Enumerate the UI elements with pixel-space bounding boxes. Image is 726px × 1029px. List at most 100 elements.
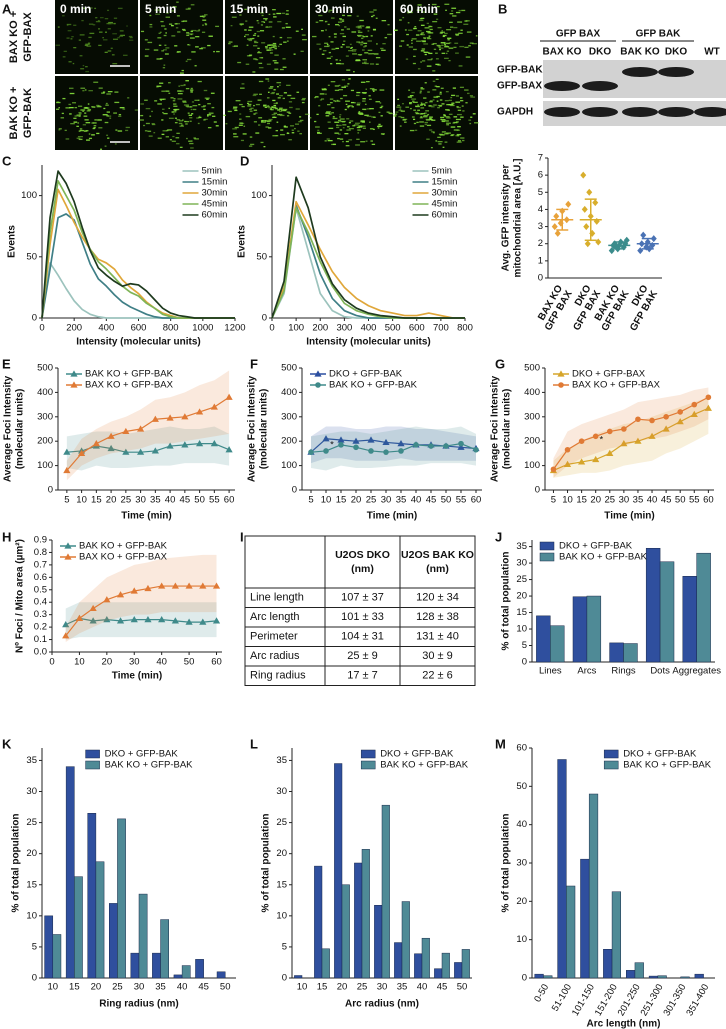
mito-signal: [245, 20, 248, 22]
x-tick-label: 35: [396, 495, 407, 506]
y-tick-label: 5: [32, 941, 37, 952]
error-band: [311, 426, 476, 471]
mito-signal: [393, 115, 397, 117]
x-tick-label: 35: [397, 982, 408, 993]
legend-label: DKO + GFP-BAK: [623, 749, 697, 760]
mito-signal: [288, 101, 293, 103]
mito-signal: [129, 36, 133, 39]
mito-signal: [445, 52, 448, 55]
bar: [461, 949, 470, 979]
mito-signal: [144, 39, 148, 41]
mito-signal: [161, 90, 165, 92]
y-tick-label: 50: [516, 781, 527, 792]
x-tick-label: 40: [165, 495, 176, 506]
mito-signal: [201, 15, 206, 17]
y-axis-label: Events: [7, 225, 18, 258]
bar: [441, 952, 450, 979]
mito-signal: [171, 140, 176, 142]
data-point: [78, 449, 86, 456]
bar: [117, 818, 126, 979]
mito-signal: [326, 43, 329, 46]
mito-signal: [444, 57, 449, 60]
mito-signal: [108, 23, 112, 25]
mito-signal: [285, 22, 288, 25]
mito-signal: [382, 43, 386, 45]
mito-signal: [282, 108, 288, 111]
mito-signal: [441, 52, 446, 54]
y-tick-label: 400: [524, 387, 540, 398]
mito-signal: [444, 141, 448, 143]
x-tick-label: 30: [619, 495, 630, 506]
mito-signal: [171, 25, 174, 27]
y-tick-label: 400: [281, 387, 297, 398]
data-point: [457, 443, 465, 450]
row-label: BAX KO +: [8, 11, 20, 63]
x-tick-label: Dots: [650, 666, 670, 677]
mito-signal: [98, 44, 102, 47]
mito-signal: [334, 85, 340, 87]
data-point: [578, 458, 586, 465]
bar: [130, 952, 140, 979]
bar: [634, 962, 644, 979]
mito-signal: [452, 15, 457, 17]
mito-signal: [365, 35, 369, 38]
mito-signal: [281, 12, 286, 15]
mito-signal: [157, 137, 162, 139]
data-point: [166, 442, 174, 449]
bar: [334, 763, 343, 979]
mito-signal: [258, 80, 264, 83]
y-axis-label: Average Foci Intensity: [247, 375, 258, 482]
mito-signal: [444, 99, 449, 102]
mito-signal: [309, 117, 312, 119]
mito-signal: [200, 47, 206, 49]
mito-signal: [103, 39, 108, 41]
bar: [95, 861, 105, 979]
micrograph: [310, 76, 393, 150]
mito-signal: [98, 127, 103, 129]
panel-label: C: [2, 153, 12, 168]
mito-signal: [72, 62, 75, 65]
mito-signal: [379, 106, 383, 109]
y-tick-label: 25: [516, 574, 527, 585]
mito-signal: [358, 42, 364, 44]
mito-signal: [423, 114, 429, 117]
mito-signal: [330, 63, 333, 65]
mito-signal: [322, 50, 327, 52]
y-tick-label: 0: [32, 973, 37, 984]
y-tick-label: 5: [282, 941, 287, 952]
mito-signal: [262, 119, 267, 122]
mito-signal: [357, 35, 361, 37]
mito-signal: [82, 110, 85, 112]
row-label: GFP-BAX: [497, 81, 542, 92]
mito-signal: [294, 127, 296, 130]
mito-signal: [91, 134, 95, 136]
table-cell: 128 ± 38: [416, 611, 459, 623]
mito-signal: [458, 65, 463, 67]
mito-signal: [149, 115, 152, 117]
mito-signal: [241, 105, 245, 108]
mito-signal: [73, 24, 77, 26]
mito-signal: [429, 129, 433, 131]
data-point: [640, 231, 647, 239]
mito-signal: [353, 124, 359, 126]
data-point: [704, 404, 712, 411]
mito-signal: [408, 102, 412, 105]
mito-signal: [360, 44, 363, 46]
mito-signal: [248, 108, 252, 110]
mito-signal: [189, 106, 193, 108]
mito-signal: [321, 53, 325, 55]
mito-signal: [357, 126, 363, 128]
mito-signal: [342, 127, 345, 129]
data-point: [130, 587, 138, 594]
mito-signal: [162, 111, 164, 114]
mito-signal: [254, 41, 259, 44]
mito-signal: [366, 115, 372, 117]
mito-signal: [280, 129, 284, 131]
mito-signal: [456, 113, 462, 116]
mito-signal: [117, 37, 120, 39]
mito-signal: [174, 45, 178, 47]
mito-signal: [173, 105, 178, 107]
x-tick-label: 60: [471, 495, 482, 506]
mito-signal: [368, 98, 372, 100]
mito-signal: [253, 45, 258, 47]
